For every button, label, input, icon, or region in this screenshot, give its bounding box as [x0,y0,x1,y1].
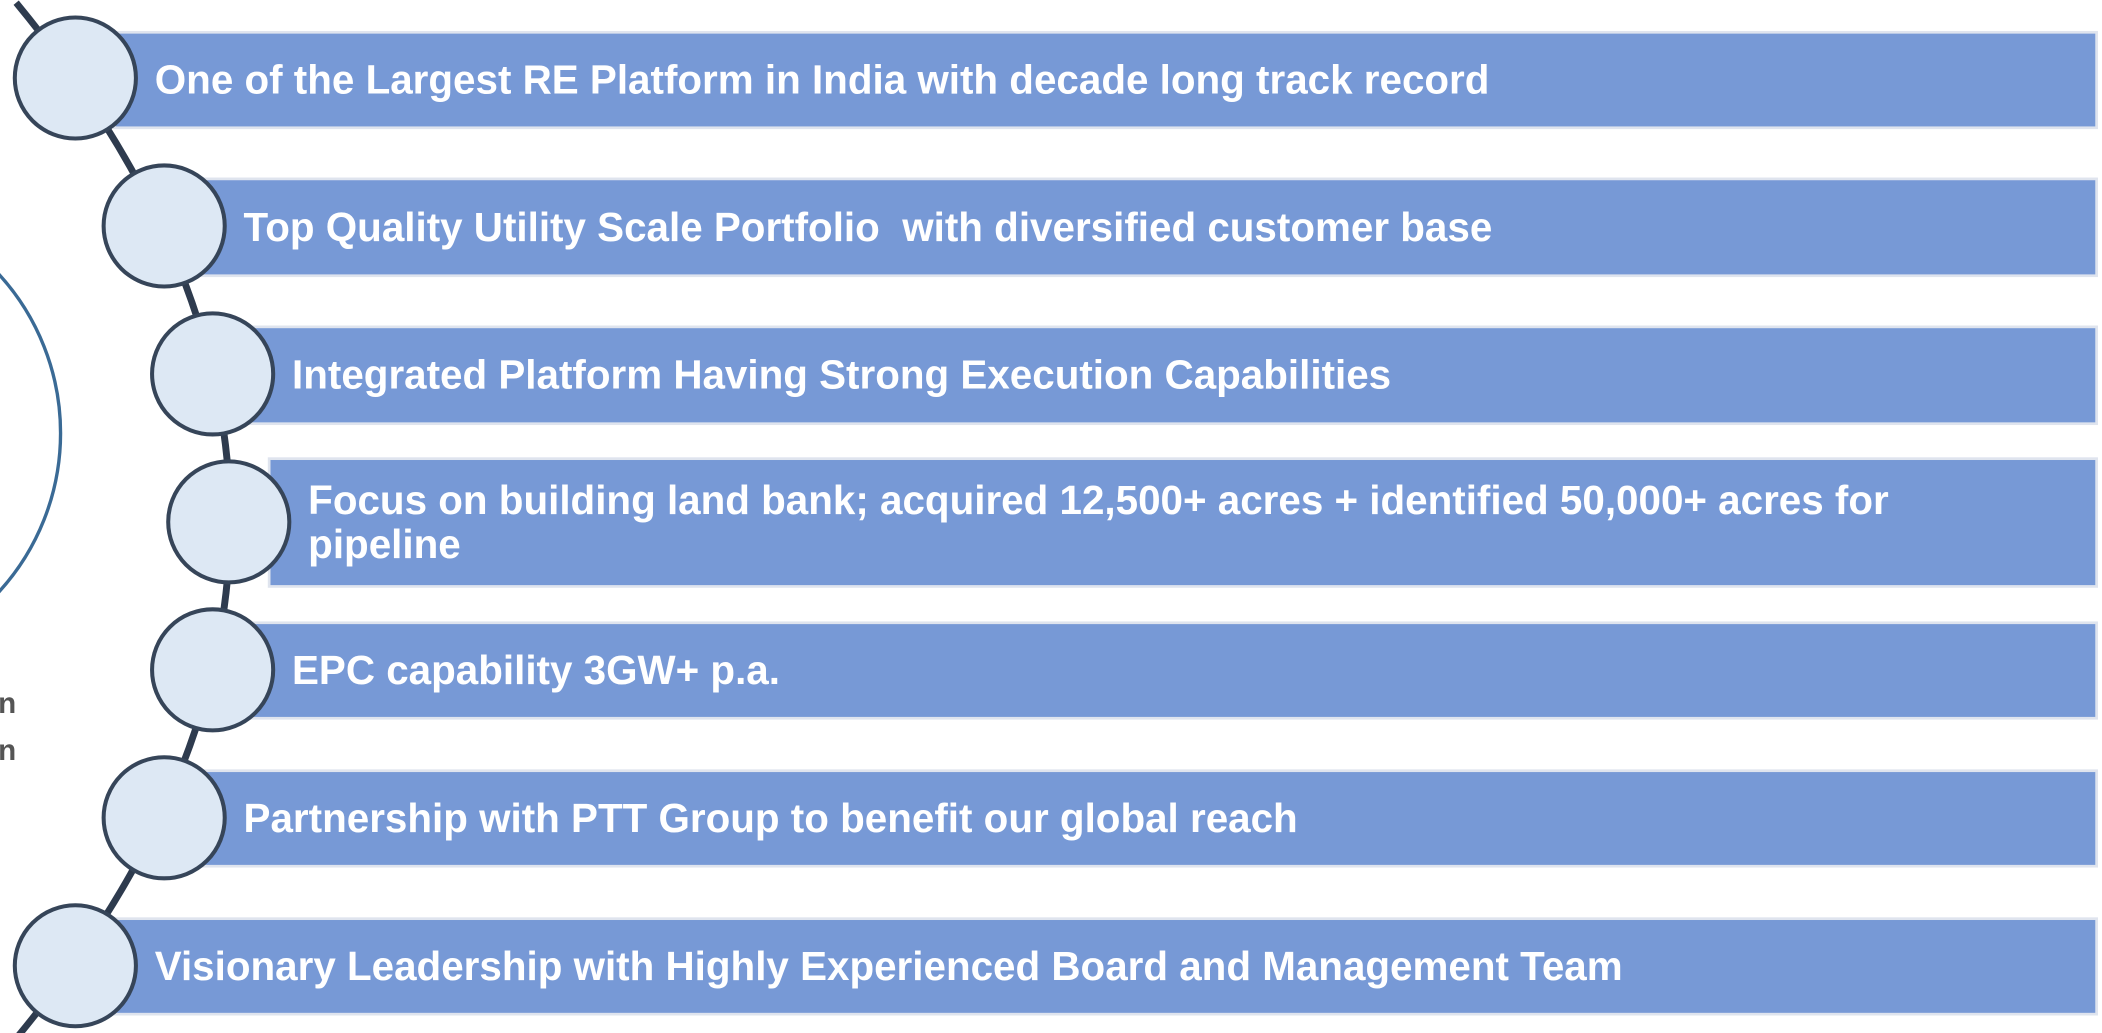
text-fragment: n [0,734,16,767]
item-text: One of the Largest RE Platform in India … [155,56,1490,102]
text-fragment: n [0,687,16,720]
item-bar [113,30,2098,130]
item-circle [150,607,276,733]
item-circle [101,163,227,289]
item-bar [247,325,2098,426]
big-circle [0,273,63,594]
item-circle [12,15,138,141]
item-circle [101,755,227,881]
item-bar [247,621,2098,720]
item-circle [166,459,292,585]
item-text: Visionary Leadership with Highly Experie… [155,943,1623,989]
item-bar [200,177,2098,278]
circles [12,15,292,1029]
item-text: EPC capability 3GW+ p.a. [292,647,780,693]
item-text: pipeline [308,521,461,567]
bars: One of the Largest RE Platform in India … [113,30,2098,1016]
item-bar [113,917,2098,1016]
item-bar [200,769,2098,868]
item-text: Partnership with PTT Group to benefit ou… [244,795,1298,841]
item-text: Integrated Platform Having Strong Execut… [292,352,1391,398]
item-bar [267,457,2098,588]
item-circle [12,903,138,1029]
item-circle [150,311,276,437]
item-text: Focus on building land bank; acquired 12… [308,477,1889,523]
item-text: Top Quality Utility Scale Portfolio with… [244,204,1493,250]
